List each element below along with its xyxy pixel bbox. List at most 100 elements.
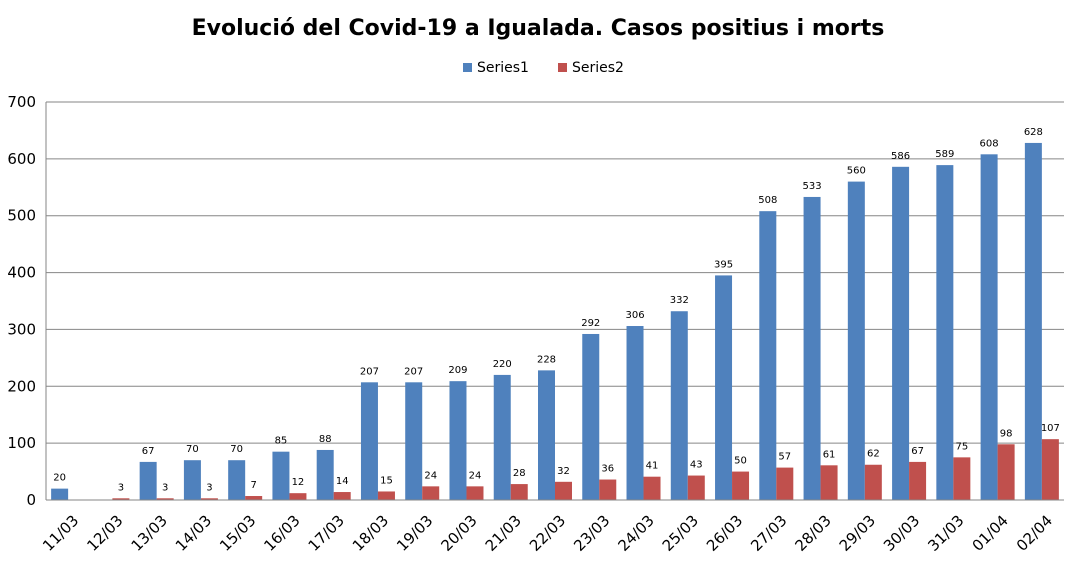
data-label-series1: 533 bbox=[803, 181, 822, 192]
data-label-series1: 67 bbox=[142, 446, 155, 457]
x-tick-label: 31/03 bbox=[924, 512, 967, 555]
bar-series1-31-03 bbox=[936, 165, 954, 500]
x-tick-label: 27/03 bbox=[747, 512, 790, 555]
data-label-series2: 98 bbox=[1000, 428, 1013, 439]
bars bbox=[51, 142, 1059, 501]
data-label-series2: 24 bbox=[469, 470, 482, 481]
x-tick-label: 12/03 bbox=[83, 512, 126, 555]
bar-series2-21-03 bbox=[510, 484, 528, 500]
data-label-series2: 36 bbox=[601, 464, 614, 475]
x-tick-label: 01/04 bbox=[969, 512, 1012, 555]
bar-series2-12-03 bbox=[112, 498, 130, 500]
data-label-series2: 14 bbox=[336, 476, 349, 487]
bar-series1-25-03 bbox=[670, 311, 688, 500]
bar-series1-15-03 bbox=[228, 460, 246, 500]
data-label-series2: 57 bbox=[778, 452, 791, 463]
data-label-series1: 207 bbox=[360, 366, 379, 377]
y-tick-label: 500 bbox=[7, 207, 36, 225]
y-tick-label: 0 bbox=[26, 491, 36, 509]
x-tick-label: 25/03 bbox=[659, 512, 702, 555]
data-label-series1: 207 bbox=[404, 366, 423, 377]
bar-series1-21-03 bbox=[493, 374, 511, 500]
bar-series2-13-03 bbox=[156, 498, 174, 500]
chart-title: Evolució del Covid-19 a Igualada. Casos … bbox=[192, 16, 885, 41]
bar-series2-26-03 bbox=[732, 471, 750, 500]
data-label-series1: 70 bbox=[230, 444, 243, 455]
x-tick-label: 19/03 bbox=[393, 512, 436, 555]
x-axis: 11/03 12/03 13/03 14/03 15/03 16/03 17/03 18/03… bbox=[39, 499, 1064, 555]
y-tick-label: 700 bbox=[7, 93, 36, 111]
bar-series1-02-04 bbox=[1024, 142, 1042, 501]
data-label-series2: 62 bbox=[867, 449, 880, 460]
bar-series2-27-03 bbox=[776, 467, 794, 500]
data-label-series1: 20 bbox=[53, 473, 66, 484]
bar-series2-16-03 bbox=[289, 493, 307, 500]
data-label-series1: 85 bbox=[275, 436, 288, 447]
y-tick-label: 400 bbox=[7, 264, 36, 282]
bar-series1-27-03 bbox=[759, 211, 777, 500]
bar-series2-17-03 bbox=[333, 492, 351, 500]
bar-series1-22-03 bbox=[538, 370, 555, 500]
bar-series2-30-03 bbox=[909, 461, 927, 500]
y-tick-label: 600 bbox=[7, 150, 36, 168]
legend: Series1 Series2 bbox=[463, 60, 624, 76]
x-tick-label: 14/03 bbox=[172, 512, 215, 555]
gridlines bbox=[46, 101, 1064, 444]
x-tick-label: 16/03 bbox=[260, 512, 303, 555]
bar-series2-24-03 bbox=[643, 476, 661, 500]
data-label-series1: 220 bbox=[493, 359, 512, 370]
data-label-series1: 560 bbox=[847, 166, 866, 177]
bar-series1-01-04 bbox=[980, 154, 998, 500]
data-label-series1: 209 bbox=[448, 365, 467, 376]
y-tick-label: 100 bbox=[7, 434, 36, 452]
bar-series2-29-03 bbox=[864, 464, 882, 500]
data-label-series1: 395 bbox=[714, 259, 733, 270]
bar-series1-26-03 bbox=[715, 275, 733, 500]
data-label-series2: 7 bbox=[250, 480, 256, 491]
y-tick-label: 200 bbox=[7, 377, 36, 395]
data-label-series1: 228 bbox=[537, 354, 556, 365]
legend-swatch-1 bbox=[463, 63, 472, 72]
data-label-series1: 88 bbox=[319, 434, 332, 445]
bar-series2-15-03 bbox=[245, 496, 263, 500]
bar-series2-31-03 bbox=[953, 457, 971, 500]
bar-series2-25-03 bbox=[687, 475, 705, 500]
data-label-series1: 292 bbox=[581, 318, 600, 329]
data-labels: 20 3 67 3 70 3 70 7 85 12 88 14 207 15 207 24 209 24 220 28… bbox=[53, 127, 1060, 493]
x-tick-label: 29/03 bbox=[836, 512, 879, 555]
bar-series1-30-03 bbox=[892, 166, 910, 500]
x-tick-label: 21/03 bbox=[482, 512, 525, 555]
legend-swatch-2 bbox=[558, 63, 567, 72]
x-tick-label: 28/03 bbox=[792, 512, 835, 555]
bar-series2-20-03 bbox=[466, 486, 484, 500]
x-tick-label: 15/03 bbox=[216, 512, 259, 555]
data-label-series1: 628 bbox=[1024, 127, 1043, 138]
data-label-series2: 28 bbox=[513, 468, 526, 479]
x-tick-label: 22/03 bbox=[526, 512, 569, 555]
data-label-series2: 61 bbox=[823, 449, 836, 460]
data-label-series2: 50 bbox=[734, 456, 747, 467]
x-tick-label: 02/04 bbox=[1013, 512, 1056, 555]
data-label-series1: 70 bbox=[186, 444, 199, 455]
data-label-series1: 508 bbox=[758, 195, 777, 206]
legend-label-2: Series2 bbox=[572, 60, 624, 76]
bar-series1-28-03 bbox=[803, 196, 821, 501]
data-label-series2: 41 bbox=[646, 461, 659, 472]
data-label-series2: 67 bbox=[911, 446, 924, 457]
bar-series1-18-03 bbox=[360, 382, 378, 500]
data-label-series2: 3 bbox=[162, 482, 168, 493]
bar-series1-20-03 bbox=[449, 381, 467, 500]
data-label-series1: 332 bbox=[670, 295, 689, 306]
bar-series2-01-04 bbox=[997, 444, 1015, 500]
data-label-series2: 3 bbox=[118, 482, 124, 493]
x-tick-label: 24/03 bbox=[614, 512, 657, 555]
bar-series1-23-03 bbox=[582, 333, 600, 500]
data-label-series1: 589 bbox=[935, 149, 954, 160]
data-label-series2: 24 bbox=[424, 470, 437, 481]
x-tick-label: 17/03 bbox=[305, 512, 348, 555]
bar-series2-14-03 bbox=[200, 498, 218, 500]
legend-label-1: Series1 bbox=[477, 60, 529, 76]
data-label-series2: 32 bbox=[557, 466, 570, 477]
data-label-series2: 43 bbox=[690, 460, 703, 471]
